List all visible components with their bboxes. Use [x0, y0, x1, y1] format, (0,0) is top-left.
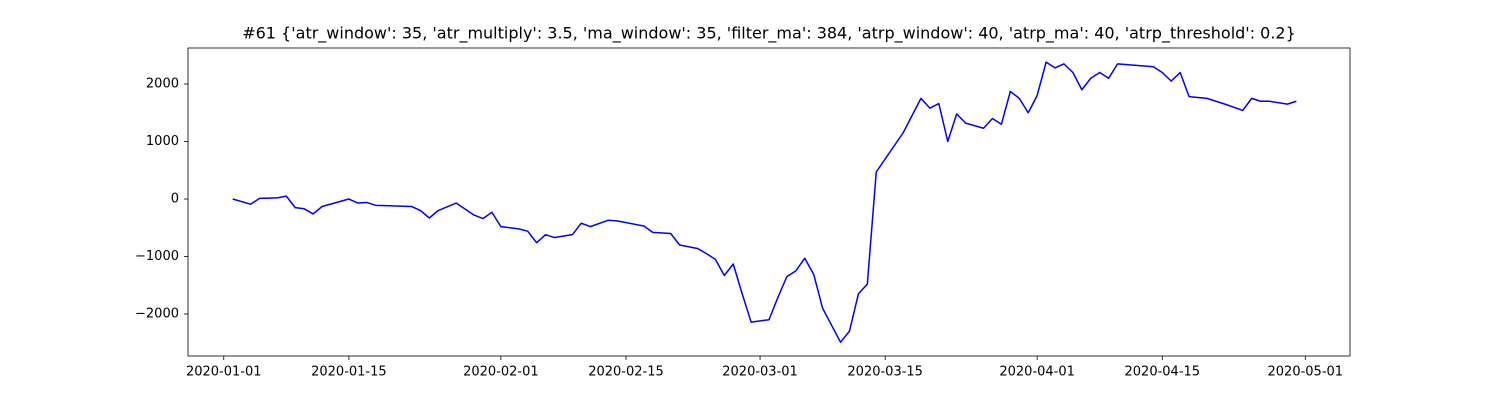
x-tick-label: 2020-02-01 — [463, 365, 539, 380]
x-tick-label: 2020-01-01 — [186, 365, 262, 380]
y-tick-label: −1000 — [135, 249, 179, 264]
x-tick-label: 2020-02-15 — [588, 365, 664, 380]
x-tick-label: 2020-05-01 — [1268, 365, 1344, 380]
y-tick-label: 2000 — [146, 76, 179, 91]
x-tick-label: 2020-03-15 — [847, 365, 923, 380]
x-tick-label: 2020-01-15 — [311, 365, 387, 380]
y-tick-label: −2000 — [135, 307, 179, 322]
chart-title: #61 {'atr_window': 35, 'atr_multiply': 3… — [242, 24, 1296, 44]
data-line — [232, 61, 1297, 343]
y-tick-label: 1000 — [146, 134, 179, 149]
y-tick-label: 0 — [171, 192, 179, 207]
plot-frame — [187, 47, 1351, 357]
x-tick-label: 2020-03-01 — [722, 365, 798, 380]
x-tick-label: 2020-04-15 — [1125, 365, 1201, 380]
x-tick-label: 2020-04-01 — [999, 365, 1075, 380]
